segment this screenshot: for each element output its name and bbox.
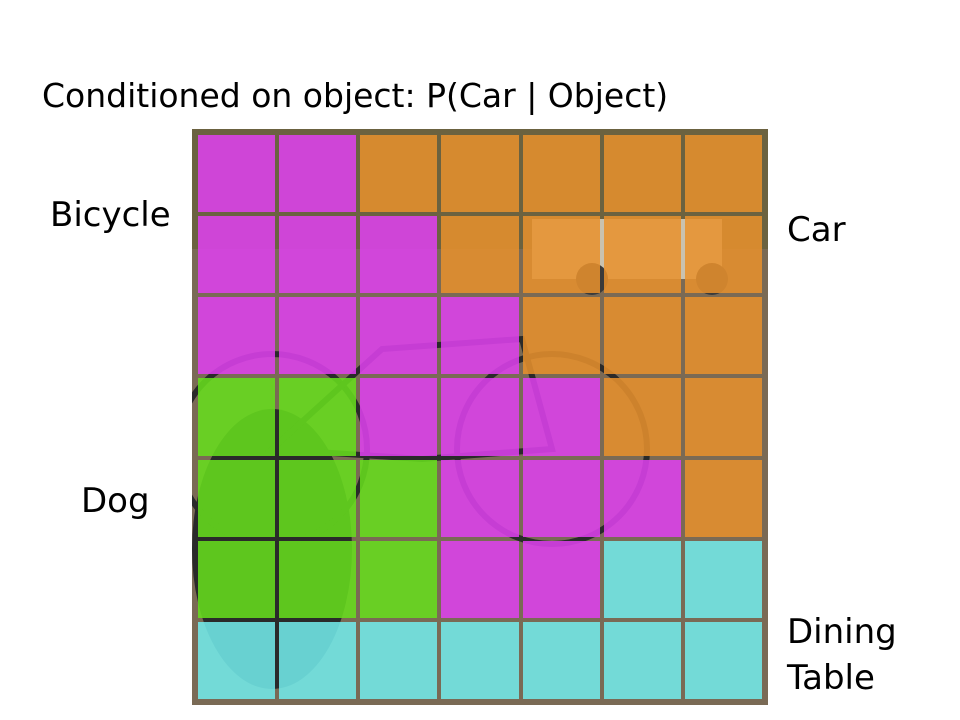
label-bicycle: Bicycle [50,195,171,235]
grid-cell-bicycle [522,378,600,456]
grid-cell-bicycle [279,216,357,294]
grid-cell-bicycle [198,216,276,294]
grid-cell-car [360,135,438,213]
grid-cell-dog [198,459,276,537]
grid-cell-bicycle [441,378,519,456]
grid-cell-dog [198,378,276,456]
grid-cell-bicycle [279,297,357,375]
grid-cell-dog [279,540,357,618]
class-probability-grid [192,129,768,705]
grid-cell-car [684,378,762,456]
label-dining-table: Dining Table [787,612,897,698]
grid-cell-car [522,216,600,294]
grid-cell-dog [279,378,357,456]
grid-cell-dining-table [360,621,438,699]
grid-cell-dining-table [603,540,681,618]
grid-cell-car [522,297,600,375]
grid-cell-dog [360,540,438,618]
grid-cell-car [684,216,762,294]
grid-cell-car [441,135,519,213]
grid-cell-bicycle [522,540,600,618]
grid-cell-bicycle [441,540,519,618]
grid-cell-car [603,135,681,213]
grid-cell-car [684,297,762,375]
grid-cell-dining-table [522,621,600,699]
grid-cell-dining-table [279,621,357,699]
grid-cells [192,129,768,705]
grid-cell-car [603,216,681,294]
grid-cell-bicycle [603,459,681,537]
grid-cell-dining-table [441,621,519,699]
grid-cell-bicycle [279,135,357,213]
grid-cell-dining-table [684,540,762,618]
grid-cell-dining-table [603,621,681,699]
grid-cell-dog [360,459,438,537]
grid-cell-bicycle [360,378,438,456]
label-dog: Dog [81,481,150,521]
grid-cell-dining-table [684,621,762,699]
grid-cell-car [522,135,600,213]
grid-cell-car [603,297,681,375]
grid-cell-bicycle [360,297,438,375]
grid-cell-bicycle [522,459,600,537]
grid-cell-bicycle [198,135,276,213]
grid-cell-car [441,216,519,294]
grid-cell-bicycle [360,216,438,294]
grid-cell-car [684,135,762,213]
grid-cell-car [684,459,762,537]
grid-cell-dog [198,540,276,618]
label-car: Car [787,210,846,250]
grid-cell-bicycle [441,297,519,375]
grid-cell-dining-table [198,621,276,699]
grid-cell-car [603,378,681,456]
grid-cell-bicycle [441,459,519,537]
grid-cell-bicycle [198,297,276,375]
slide-title: Conditioned on object: P(Car | Object) [42,76,669,115]
grid-cell-dog [279,459,357,537]
